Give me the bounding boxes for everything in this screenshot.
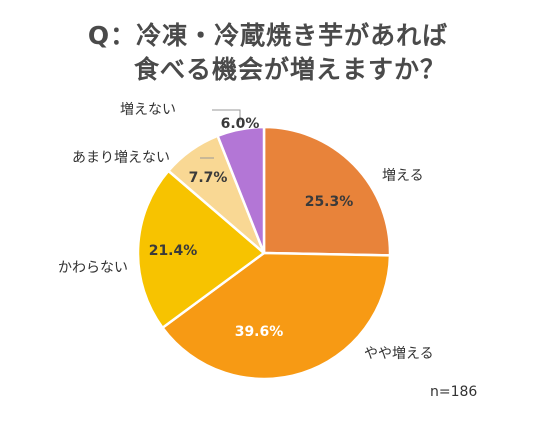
chart-title-line-2: 食べる機会が増えますか？ (133, 55, 446, 84)
slice-percentage-label: 7.7% (189, 170, 228, 186)
slice-category-label: かわらない (58, 260, 128, 276)
pie-slice (262, 125, 392, 257)
leader-lines (200, 109, 241, 159)
slice-percentage-label: 25.3% (305, 194, 354, 210)
slice-percentage-label: 6.0% (221, 116, 260, 132)
slice-percentage-label: 21.4% (149, 243, 198, 259)
pie-slice (161, 251, 392, 381)
pie-slices (136, 125, 392, 381)
slice-category-label: やや増える (364, 346, 434, 362)
percentage-labels: 25.3% 39.6% 21.4% 7.7% 6.0% (149, 116, 354, 340)
slice-category-label: あまり増えない (72, 150, 170, 166)
slice-category-label: 増える (382, 168, 424, 184)
pie-slice (216, 125, 266, 255)
sample-size-note: n=186 (430, 384, 478, 400)
slice-category-label: 増えない (120, 102, 176, 118)
slice-percentage-label: 39.6% (235, 324, 284, 340)
chart-title-line-1: Q：冷凍・冷蔵焼き芋があれば (87, 21, 449, 50)
leader-line (212, 109, 241, 122)
pie-slice (136, 169, 266, 329)
